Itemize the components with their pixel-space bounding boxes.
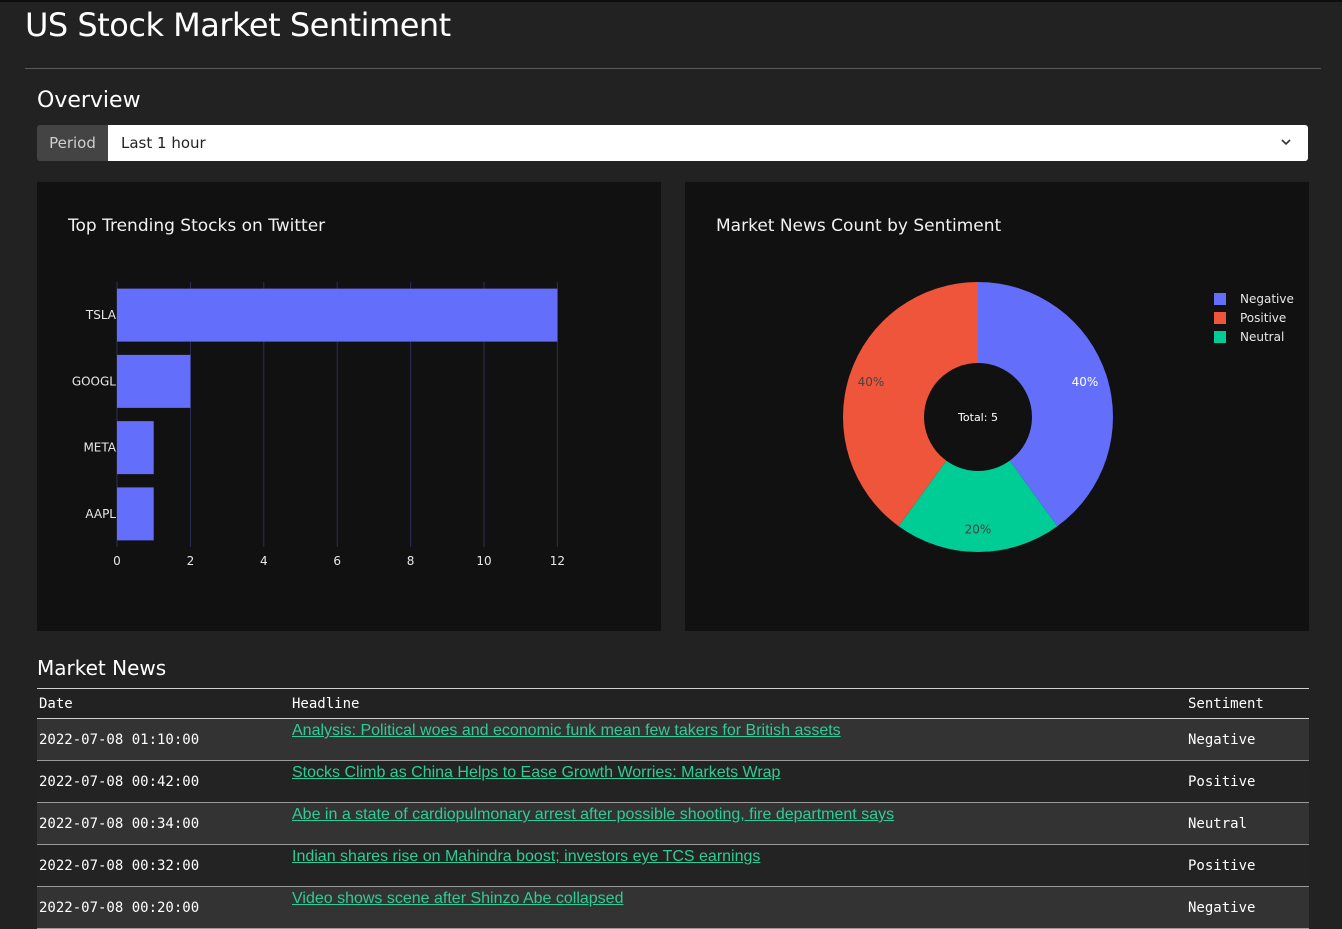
x-tick-label: 10 <box>476 554 491 568</box>
news-date: 2022-07-08 00:34:00 <box>37 802 290 845</box>
table-row: 2022-07-08 00:32:00 Indian shares rise o… <box>37 844 1309 887</box>
page-title: US Stock Market Sentiment <box>25 6 451 44</box>
news-headline-cell: Indian shares rise on Mahindra boost; in… <box>290 844 1186 887</box>
trending-stocks-panel: Top Trending Stocks on Twitter 0 2 4 6 8 10 12… <box>37 182 661 631</box>
table-row: 2022-07-08 01:10:00 Analysis: Political … <box>37 718 1309 761</box>
legend-item-negative[interactable]: Negative <box>1214 289 1294 308</box>
news-headline-link[interactable]: Stocks Climb as China Helps to Ease Grow… <box>292 764 781 781</box>
legend-label: Neutral <box>1240 329 1285 344</box>
x-tick-label: 8 <box>407 554 415 568</box>
news-sentiment: Negative <box>1186 718 1309 761</box>
legend-swatch <box>1214 311 1226 324</box>
bar-aapl[interactable] <box>117 487 154 541</box>
donut-hole <box>924 363 1032 471</box>
table-row: 2022-07-08 00:34:00 Abe in a state of ca… <box>37 802 1309 845</box>
y-tick-label: AAPL <box>85 507 116 521</box>
news-headline-cell: Stocks Climb as China Helps to Ease Grow… <box>290 760 1186 803</box>
news-headline-cell: Video shows scene after Shinzo Abe colla… <box>290 886 1186 929</box>
news-sentiment: Negative <box>1186 886 1309 929</box>
x-tick-label: 0 <box>113 554 121 568</box>
pie-chart: 40% 20% 40% Total: 5 <box>843 282 1113 552</box>
news-date: 2022-07-08 01:10:00 <box>37 718 290 761</box>
pie-slice-negative[interactable] <box>978 282 1113 527</box>
table-header-row: Date Headline Sentiment <box>37 688 1309 719</box>
legend-swatch <box>1214 330 1226 343</box>
period-dropdown[interactable]: Last 1 hour <box>108 125 1308 161</box>
news-sentiment: Positive <box>1186 844 1309 887</box>
y-tick-label: GOOGL <box>72 374 116 388</box>
pie-legend: Negative Positive Neutral <box>1214 289 1294 346</box>
news-date: 2022-07-08 00:42:00 <box>37 760 290 803</box>
bar-tsla[interactable] <box>117 288 558 342</box>
legend-item-positive[interactable]: Positive <box>1214 308 1294 327</box>
market-news-heading: Market News <box>37 656 167 680</box>
news-headline-link[interactable]: Indian shares rise on Mahindra boost; in… <box>292 848 761 865</box>
y-tick-label: TSLA <box>85 308 117 322</box>
bar-meta[interactable] <box>117 421 154 475</box>
legend-label: Negative <box>1240 291 1294 306</box>
news-date: 2022-07-08 00:32:00 <box>37 844 290 887</box>
table-row: 2022-07-08 00:42:00 Stocks Climb as Chin… <box>37 760 1309 803</box>
pie-percent-label: 40% <box>1072 375 1099 389</box>
bar-googl[interactable] <box>117 354 191 408</box>
bar-chart: 0 2 4 6 8 10 12 TSLA GOOGL META AAPL <box>72 282 565 568</box>
news-headline-link[interactable]: Analysis: Political woes and economic fu… <box>292 722 841 739</box>
news-headline-link[interactable]: Video shows scene after Shinzo Abe colla… <box>292 890 624 907</box>
donut-center-text: Total: 5 <box>957 411 998 424</box>
period-label: Period <box>37 125 108 161</box>
pie-slice-positive[interactable] <box>843 282 978 527</box>
period-selector[interactable]: Period Last 1 hour <box>37 125 1308 161</box>
overview-heading: Overview <box>37 88 141 113</box>
news-sentiment: Positive <box>1186 760 1309 803</box>
news-headline-link[interactable]: Abe in a state of cardiopulmonary arrest… <box>292 806 895 823</box>
pie-slice-neutral[interactable] <box>898 417 1058 552</box>
market-news-table: Date Headline Sentiment 2022-07-08 01:10… <box>37 688 1309 929</box>
news-date: 2022-07-08 00:20:00 <box>37 886 290 929</box>
column-header-headline[interactable]: Headline <box>290 688 1186 719</box>
period-selected-value: Last 1 hour <box>121 134 206 152</box>
pie-percent-label: 20% <box>965 523 992 537</box>
x-tick-label: 2 <box>187 554 195 568</box>
y-tick-label: META <box>83 441 116 455</box>
chevron-down-icon[interactable] <box>1280 136 1292 148</box>
x-tick-label: 6 <box>333 554 341 568</box>
x-tick-label: 12 <box>550 554 565 568</box>
news-sentiment-panel: Market News Count by Sentiment 40% 20% 40%… <box>685 182 1309 631</box>
column-header-sentiment[interactable]: Sentiment <box>1186 688 1309 719</box>
legend-label: Positive <box>1240 310 1287 325</box>
pie-percent-label: 40% <box>858 375 885 389</box>
bar-chart-title: Top Trending Stocks on Twitter <box>68 216 326 236</box>
legend-item-neutral[interactable]: Neutral <box>1214 327 1294 346</box>
news-headline-cell: Analysis: Political woes and economic fu… <box>290 718 1186 761</box>
legend-swatch <box>1214 292 1226 305</box>
x-tick-label: 4 <box>260 554 268 568</box>
window-top-border <box>0 0 1342 2</box>
news-sentiment: Neutral <box>1186 802 1309 845</box>
news-headline-cell: Abe in a state of cardiopulmonary arrest… <box>290 802 1186 845</box>
table-row: 2022-07-08 00:20:00 Video shows scene af… <box>37 886 1309 929</box>
pie-chart-title: Market News Count by Sentiment <box>716 216 1002 236</box>
column-header-date[interactable]: Date <box>37 688 290 719</box>
header-divider <box>25 68 1321 69</box>
